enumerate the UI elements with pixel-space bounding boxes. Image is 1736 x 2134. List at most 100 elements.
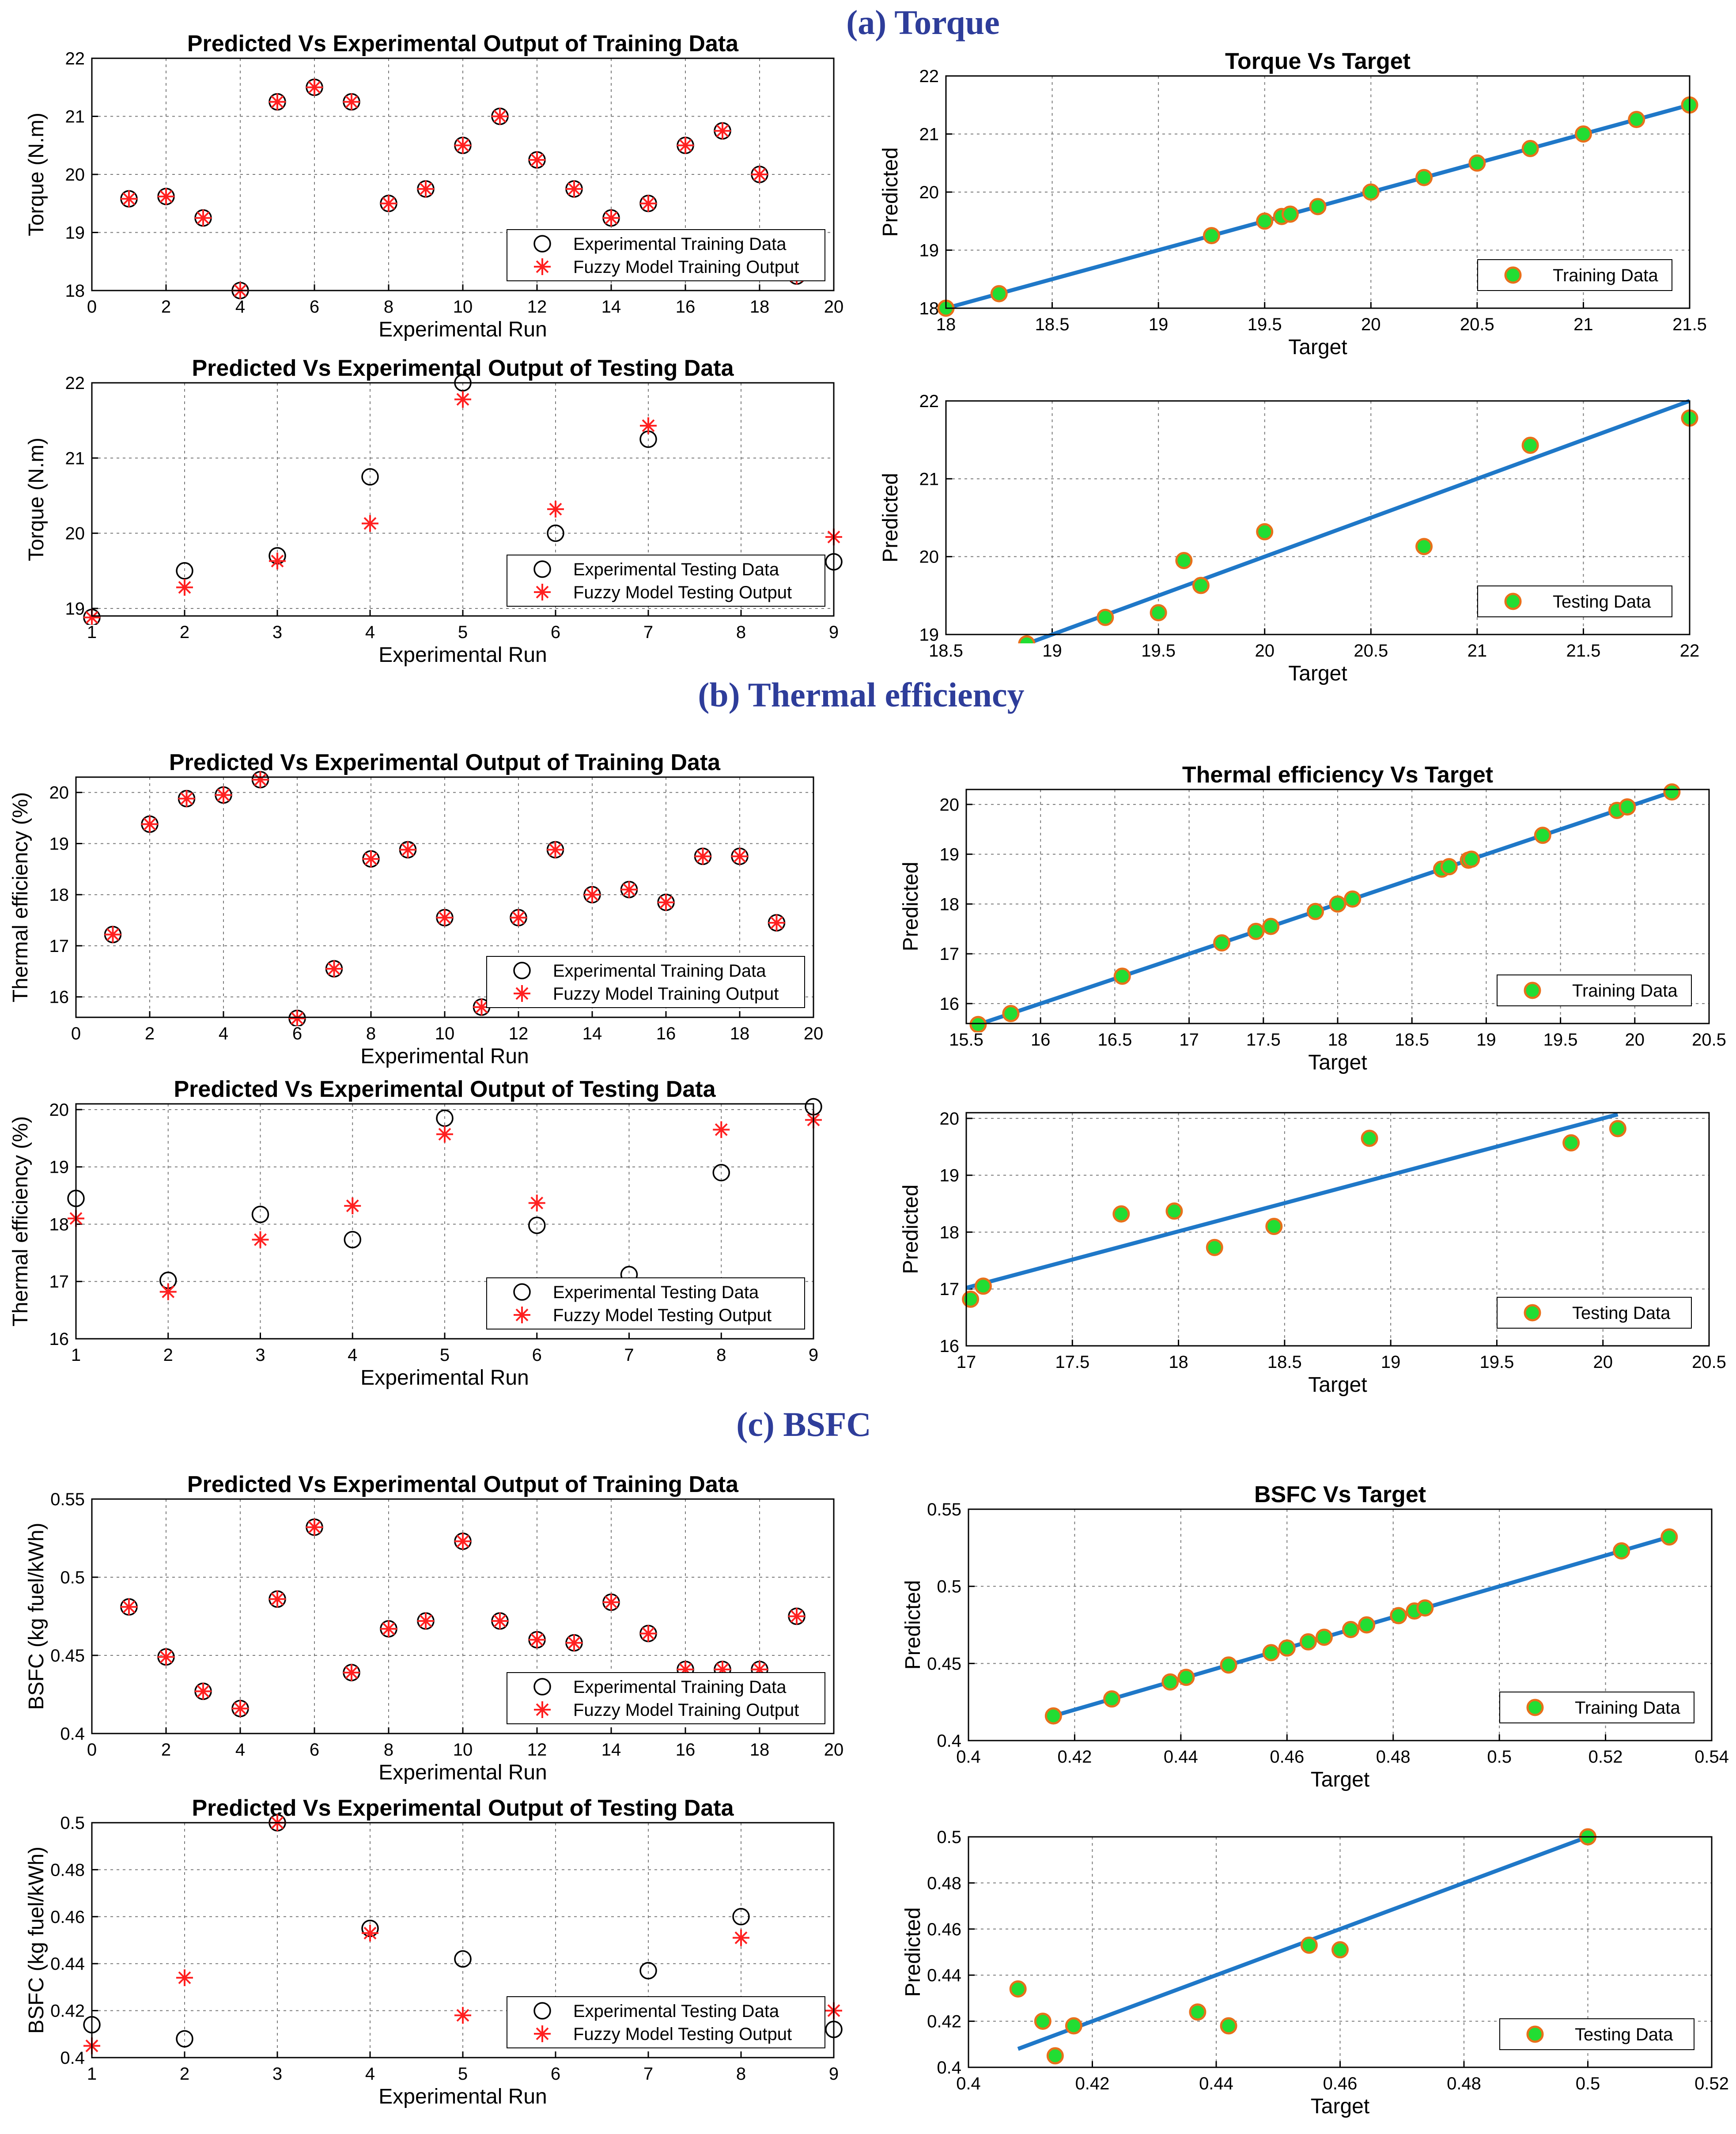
x-tick-label: 9 bbox=[829, 623, 839, 642]
x-tick-label: 12 bbox=[527, 297, 547, 317]
experimental-point bbox=[547, 524, 564, 542]
y-tick-label: 0.5 bbox=[937, 1828, 961, 1847]
y-axis-label: BSFC (kg fuel/kWh) bbox=[25, 1847, 48, 2034]
data-layer bbox=[1044, 1528, 1678, 1725]
x-tick-label: 14 bbox=[601, 1740, 621, 1760]
fuzzy-output-point bbox=[289, 1010, 306, 1026]
x-tick-label: 16.5 bbox=[1097, 1030, 1132, 1050]
y-tick-label: 17 bbox=[49, 937, 69, 956]
data-point bbox=[1192, 577, 1210, 594]
x-axis-label: Experimental Run bbox=[378, 643, 547, 667]
y-tick-label: 0.48 bbox=[927, 1873, 961, 1893]
fuzzy-output-point bbox=[640, 1625, 657, 1642]
data-point bbox=[1206, 1239, 1223, 1256]
y-tick-label: 19 bbox=[940, 1166, 960, 1186]
x-tick-label: 18.5 bbox=[1395, 1030, 1429, 1050]
experimental-point bbox=[533, 2002, 551, 2020]
y-axis-label: Thermal efficiency (%) bbox=[9, 1116, 32, 1327]
x-tick-label: 4 bbox=[235, 1740, 245, 1760]
data-point bbox=[1262, 1644, 1280, 1662]
plot-frame bbox=[91, 382, 835, 617]
legend-label: Testing Data bbox=[1553, 592, 1651, 612]
y-tick-label: 22 bbox=[65, 49, 85, 68]
y-axis-label: Thermal efficiency (%) bbox=[9, 792, 32, 1003]
y-tick-label: 0.42 bbox=[50, 2002, 85, 2021]
plot-frame bbox=[965, 1112, 1710, 1347]
y-tick-label: 21 bbox=[65, 107, 85, 127]
y-axis-label: Predicted bbox=[899, 862, 923, 952]
data-point bbox=[1177, 1669, 1195, 1686]
y-tick-label: 0.44 bbox=[50, 1954, 85, 1974]
fuzzy-output-point bbox=[158, 1648, 174, 1666]
fuzzy-output-point bbox=[195, 209, 212, 227]
x-tick-label: 0.52 bbox=[1694, 2074, 1729, 2093]
legend-label: Testing Data bbox=[1572, 1303, 1671, 1323]
x-tick-label: 4 bbox=[235, 297, 245, 317]
data-point bbox=[1189, 2003, 1207, 2021]
fuzzy-output-point bbox=[269, 93, 286, 110]
x-tick-label: 0.54 bbox=[1694, 1747, 1729, 1767]
fuzzy-output-point bbox=[362, 1925, 378, 1942]
legend: Testing Data bbox=[1477, 585, 1672, 617]
fuzzy-output-point bbox=[492, 108, 508, 125]
y-tick-label: 20 bbox=[65, 524, 85, 544]
fuzzy-output-point bbox=[751, 166, 768, 183]
x-tick-label: 20.5 bbox=[1354, 641, 1388, 661]
y-tick-label: 20 bbox=[65, 165, 85, 185]
x-tick-label: 14 bbox=[601, 297, 621, 317]
fuzzy-output-point bbox=[363, 850, 379, 868]
fuzzy-output-point bbox=[514, 985, 530, 1002]
data-point bbox=[1609, 1120, 1626, 1137]
legend-box bbox=[507, 1996, 825, 2048]
torque-test-series: 1 2 3 4 5 6 7 8 9 19 20 21 22 Predicted Vs Experiment… bbox=[25, 355, 843, 667]
y-tick-label: 16 bbox=[940, 994, 960, 1014]
x-tick-label: 0.4 bbox=[956, 2074, 981, 2093]
data-point bbox=[1562, 1134, 1580, 1152]
x-tick-label: 0.52 bbox=[1588, 1747, 1623, 1767]
fuzzy-output-point bbox=[534, 2025, 551, 2042]
data-point bbox=[1278, 1639, 1296, 1657]
data-point bbox=[1065, 2017, 1082, 2035]
data-point bbox=[1361, 1129, 1378, 1147]
data-point bbox=[1309, 198, 1327, 215]
x-axis-label: Experimental Run bbox=[378, 1761, 547, 1784]
torque-train-regression: 18 18.5 19 19.5 20 20.5 21 21.5 18 19 20 21 22 Torque… bbox=[879, 49, 1707, 359]
x-tick-label: 0.42 bbox=[1075, 2074, 1110, 2093]
fuzzy-output-point bbox=[399, 841, 416, 858]
x-tick-label: 6 bbox=[532, 1345, 542, 1365]
data-point bbox=[969, 1016, 987, 1032]
y-tick-label: 22 bbox=[65, 374, 85, 393]
data-point bbox=[1524, 982, 1541, 999]
x-tick-label: 4 bbox=[219, 1024, 228, 1043]
fuzzy-output-point bbox=[306, 79, 323, 96]
x-axis-label: Experimental Run bbox=[360, 1366, 529, 1390]
plot-frame bbox=[945, 75, 1691, 309]
plot-title: Thermal efficiency Vs Target bbox=[1182, 762, 1493, 788]
x-tick-label: 0.48 bbox=[1447, 2074, 1481, 2093]
x-tick-label: 18 bbox=[1328, 1030, 1348, 1050]
x-tick-label: 6 bbox=[551, 623, 560, 642]
fuzzy-output-point bbox=[454, 391, 471, 408]
plot-frame bbox=[968, 1836, 1713, 2068]
fuzzy-output-point bbox=[454, 137, 471, 154]
x-tick-label: 0 bbox=[71, 1024, 81, 1043]
torque-test-regression: 18.5 19 19.5 20 20.5 21 21.5 2219202122TargetPr… bbox=[879, 392, 1699, 685]
experimental-point bbox=[533, 560, 551, 578]
data-point bbox=[1463, 850, 1480, 868]
fuzzy-output-point bbox=[640, 195, 657, 212]
fuzzy-output-point bbox=[566, 180, 582, 197]
legend-label: Training Data bbox=[1553, 266, 1658, 285]
x-tick-label: 18 bbox=[750, 1740, 770, 1760]
x-tick-label: 3 bbox=[272, 623, 282, 642]
data-point bbox=[1534, 827, 1551, 844]
data-point bbox=[1526, 1699, 1544, 1716]
fuzzy-output-point bbox=[677, 1661, 694, 1678]
legend-box bbox=[486, 1277, 805, 1330]
fuzzy-output-point bbox=[534, 258, 551, 275]
y-tick-label: 19 bbox=[49, 1158, 69, 1177]
fuzzy-output-point bbox=[733, 1929, 749, 1946]
data-point bbox=[1299, 1633, 1317, 1651]
y-tick-label: 0.46 bbox=[50, 1907, 85, 1927]
experimental-point bbox=[533, 1678, 551, 1696]
data-point bbox=[1044, 1707, 1062, 1725]
